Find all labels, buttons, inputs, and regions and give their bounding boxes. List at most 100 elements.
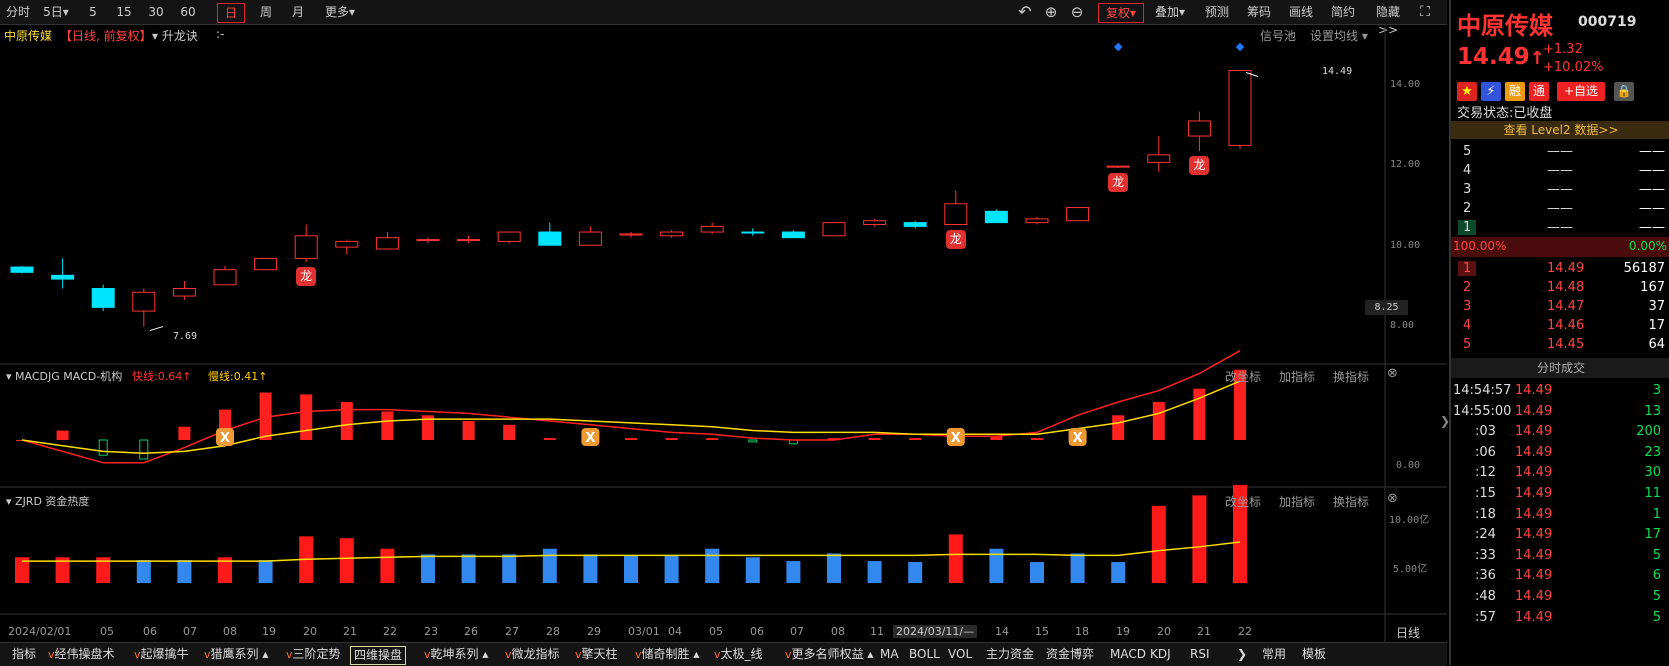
- ma-settings-link[interactable]: 设置均线 ▾: [1310, 29, 1368, 43]
- indicator-tab[interactable]: v乾坤系列 ▴: [424, 647, 489, 661]
- indicator-tab[interactable]: v起爆擒牛: [134, 647, 189, 661]
- indicator-tab[interactable]: v经伟操盘术: [48, 647, 115, 661]
- date-tick: 19: [1116, 625, 1130, 638]
- indicator-tab[interactable]: 指标: [12, 647, 37, 661]
- switch-indicator-link[interactable]: 换指标: [1333, 495, 1370, 509]
- indicator-tab[interactable]: 模板: [1302, 647, 1327, 661]
- indicator-tab[interactable]: 资金博弈: [1046, 647, 1095, 661]
- indicator-tab[interactable]: MA: [880, 647, 899, 661]
- add-watchlist-button[interactable]: +自选: [1557, 82, 1605, 101]
- ask-row[interactable]: 1 —— ——: [1451, 218, 1669, 238]
- chips-button[interactable]: 筹码: [1246, 5, 1271, 19]
- bid-row[interactable]: 5 14.45 64: [1451, 335, 1669, 355]
- date-tick: 2024/02/01: [8, 625, 72, 638]
- indicator-tab[interactable]: v猎鹰系列 ▴: [204, 647, 269, 661]
- indicator-tab[interactable]: KDJ: [1150, 647, 1171, 661]
- undo-icon[interactable]: ↶: [1018, 2, 1032, 21]
- tab-month[interactable]: 月: [291, 5, 304, 19]
- collapse-handle[interactable]: ❯: [1440, 414, 1451, 428]
- tab-week[interactable]: 周: [259, 5, 272, 19]
- add-indicator-link[interactable]: 加指标: [1279, 370, 1316, 384]
- overlay-button[interactable]: 叠加▾: [1154, 5, 1186, 19]
- fullscreen-icon[interactable]: ⛶: [1420, 4, 1430, 20]
- ask-row[interactable]: 5 —— ——: [1451, 142, 1669, 162]
- tick-time: :48: [1475, 589, 1496, 604]
- level2-link[interactable]: 查看 Level2 数据>>: [1451, 121, 1669, 139]
- dropdown-icon: ▾: [6, 370, 16, 383]
- tick-volume: 5: [1652, 589, 1661, 604]
- indicator-tab[interactable]: 四维操盘: [350, 646, 407, 665]
- stock-code: 000719: [1578, 14, 1637, 30]
- ask-row[interactable]: 3 —— ——: [1451, 180, 1669, 200]
- change-axis-link[interactable]: 改坐标: [1225, 495, 1262, 509]
- fund-tick: 5.00亿: [1393, 564, 1428, 575]
- tab-more[interactable]: 更多▾: [324, 5, 356, 19]
- indicator-tab[interactable]: RSI: [1190, 647, 1210, 661]
- scroll-right-icon[interactable]: ❯: [1237, 647, 1248, 661]
- lightning-icon[interactable]: ⚡: [1481, 82, 1501, 101]
- macd-bar: [340, 402, 353, 440]
- bid-row[interactable]: 3 14.47 37: [1451, 297, 1669, 317]
- indicator-tab[interactable]: 常用: [1262, 647, 1287, 661]
- bid-row[interactable]: 1 14.49 56187: [1451, 259, 1669, 279]
- macd-panel-title[interactable]: ▾ MACDJG MACD-机构: [6, 370, 123, 383]
- fund-heat-bar: [867, 561, 882, 583]
- ask-row[interactable]: 4 —— ——: [1451, 161, 1669, 181]
- signal-pool-link[interactable]: 信号池: [1260, 29, 1297, 43]
- buy-ratio: 100.00%: [1453, 239, 1507, 253]
- expand-up-icon: ▴: [689, 647, 700, 661]
- date-tick: 21: [343, 625, 357, 638]
- tick-time: 14:55:00: [1453, 403, 1512, 419]
- date-tick: 05: [709, 625, 723, 638]
- macd-bar: [625, 438, 637, 440]
- tab-60min[interactable]: 60: [180, 5, 196, 19]
- tab-15min[interactable]: 15: [116, 5, 132, 19]
- change-value: +1.32: [1543, 42, 1583, 57]
- macd-bar: [1234, 369, 1246, 440]
- ask-row[interactable]: 2 —— ——: [1451, 199, 1669, 219]
- bid-row[interactable]: 4 14.46 17: [1451, 316, 1669, 336]
- draw-line-button[interactable]: 画线: [1288, 5, 1313, 19]
- fuquan-button[interactable]: 复权▾: [1098, 3, 1144, 23]
- level-price: ——: [1547, 182, 1573, 197]
- indicator-tab[interactable]: 主力资金: [986, 647, 1035, 661]
- hide-button[interactable]: 隐藏>>: [1375, 5, 1400, 37]
- expand-up-icon: ▴: [863, 647, 874, 661]
- candle-body: [213, 269, 237, 286]
- connect-badge[interactable]: 通: [1529, 82, 1549, 101]
- add-indicator-link[interactable]: 加指标: [1279, 495, 1316, 509]
- zoom-out-icon[interactable]: ⊖: [1070, 3, 1084, 21]
- forecast-button[interactable]: 预测: [1204, 5, 1229, 19]
- indicator-tab[interactable]: v储奇制胜 ▴: [635, 647, 700, 661]
- zoom-in-icon[interactable]: ⊕: [1044, 3, 1058, 21]
- close-panel-icon[interactable]: ⊗: [1387, 491, 1398, 506]
- simple-button[interactable]: 简约: [1330, 5, 1355, 19]
- tab-day[interactable]: 日: [217, 3, 245, 23]
- tab-30min[interactable]: 30: [148, 5, 164, 19]
- indicator-tab[interactable]: v更多名师权益 ▴: [785, 647, 874, 661]
- indicator-selector[interactable]: ▾ 升龙诀: [152, 29, 198, 43]
- tab-5min[interactable]: 5: [89, 5, 97, 19]
- level-number: 5: [1463, 337, 1472, 352]
- candle-body: [781, 231, 805, 239]
- indicator-tab[interactable]: v三阶定势: [286, 647, 341, 661]
- zjrd-panel-title[interactable]: ▾ ZJRD 资金热度: [6, 495, 90, 508]
- indicator-tab[interactable]: v微龙指标: [505, 647, 560, 661]
- bid-row[interactable]: 2 14.48 167: [1451, 278, 1669, 298]
- indicator-tab[interactable]: BOLL: [909, 647, 940, 661]
- lock-icon[interactable]: 🔒: [1614, 82, 1634, 101]
- fund-heat-bar: [177, 560, 192, 583]
- indicator-tab[interactable]: v擎天柱: [575, 647, 618, 661]
- indicator-tab[interactable]: MACD: [1110, 647, 1146, 661]
- date-tick: 28: [546, 625, 560, 638]
- change-axis-link[interactable]: 改坐标: [1225, 370, 1262, 384]
- close-panel-icon[interactable]: ⊗: [1387, 366, 1398, 381]
- indicator-tab[interactable]: VOL: [948, 647, 973, 661]
- switch-indicator-link[interactable]: 换指标: [1333, 370, 1370, 384]
- indicator-tab[interactable]: v太极_线: [714, 647, 763, 661]
- tab-fenshi[interactable]: 分时: [5, 5, 30, 19]
- tab-5day[interactable]: 5日▾: [43, 5, 69, 19]
- candle-body: [944, 203, 968, 226]
- tick-time: :18: [1475, 506, 1496, 522]
- margin-badge[interactable]: 融: [1505, 82, 1525, 101]
